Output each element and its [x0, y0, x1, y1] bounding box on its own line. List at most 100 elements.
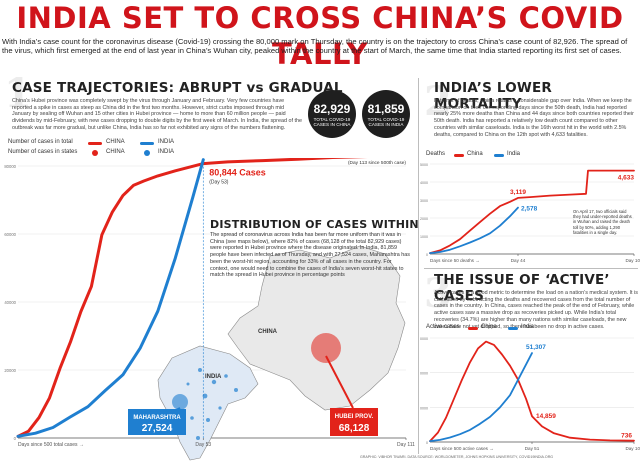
section-title-3: THE ISSUE OF ‘ACTIVE’ CASES	[434, 272, 610, 304]
y-tick-label: 5000	[420, 163, 428, 167]
india-total-pill: 81,859 TOTAL COVID-19 CASES IN INDIA	[362, 90, 410, 138]
distribution-body: The spread of coronavirus across India h…	[210, 232, 410, 279]
data-label-china-final: 736	[621, 433, 632, 440]
y-tick-label: 0	[426, 253, 428, 257]
state-dot	[206, 418, 210, 422]
legend-active-india: India	[521, 324, 535, 330]
series-line-india	[429, 352, 533, 442]
hubei-callout-name: HUBEI PROV.	[335, 414, 374, 420]
legend-deaths-china-swatch	[454, 154, 464, 157]
y-tick-label: 40000	[4, 300, 16, 305]
state-dot	[218, 406, 222, 410]
headline: INDIA SET TO CROSS CHINA’S COVID TALLY	[16, 1, 624, 71]
maharashtra-callout-name: MAHARASHTRA	[133, 415, 181, 421]
section-title: CASE TRAJECTORIES: ABRUPT vs GRADUAL	[12, 80, 343, 96]
y-tick-label: 60000	[4, 232, 16, 237]
active-cases-chart: 0 20000 40000 60000 Days since 500 active c…	[420, 337, 640, 451]
series-line-china	[429, 169, 635, 254]
x-tick-label: Day 111	[397, 442, 415, 448]
china-map	[227, 245, 406, 411]
hubei-callout-value: 68,128	[339, 423, 370, 434]
legend-deaths-china: China	[467, 151, 483, 157]
x-tick-label: Day 44	[511, 258, 526, 263]
series-line-india	[429, 206, 519, 254]
series-line-india	[16, 158, 205, 438]
y-tick-label: 3000	[420, 199, 428, 203]
x-tick-label: Day 102	[625, 446, 640, 451]
data-label-india-day51: 51,307	[526, 344, 546, 351]
y-tick-label: 40000	[420, 372, 428, 376]
china-total-value: 82,929	[313, 102, 351, 116]
legend-deaths-india-swatch	[494, 154, 504, 157]
data-label-china-day51: 14,859	[536, 413, 556, 420]
section-title-2: INDIA’S LOWER MORTALITY	[434, 80, 553, 112]
legend-deaths-india: India	[507, 151, 521, 157]
state-dot	[202, 393, 208, 399]
annotation-china-final-day: (Day 113 since 500th case)	[348, 160, 406, 166]
y-tick-label: 20000	[420, 406, 428, 410]
column-divider	[418, 78, 419, 454]
map-label-china: CHINA	[258, 329, 278, 335]
china-total-caption: TOTAL COVID-19 CASES IN CHINA	[313, 117, 351, 128]
hubei-bubble	[311, 333, 341, 363]
legend-india-label: INDIA	[158, 139, 175, 145]
china-total-pill: 82,929 TOTAL COVID-19 CASES IN CHINA	[308, 90, 356, 138]
data-label-india-day44: 2,578	[521, 206, 538, 213]
y-tick-label: 2000	[420, 217, 428, 221]
state-dot	[198, 368, 202, 372]
y-tick-label: 80000	[4, 164, 16, 169]
legend-active-china: China	[481, 324, 497, 330]
standfirst: With India’s case count for the coronavi…	[2, 37, 628, 56]
y-tick-label: 0	[426, 441, 428, 445]
y-tick-label: 60000	[420, 337, 428, 341]
y-tick-label: 4000	[420, 181, 428, 185]
y-tick-label: 1000	[420, 235, 428, 239]
legend-states: Number of cases in states	[8, 149, 77, 155]
legend-active: Active cases	[426, 324, 460, 330]
legend-india-label-2: INDIA	[158, 149, 175, 155]
data-label-china-final: 4,633	[618, 175, 635, 182]
series-line-china	[16, 158, 368, 438]
india-total-caption: TOTAL COVID-19 CASES IN INDIA	[367, 117, 405, 128]
section-number: 1	[4, 70, 32, 117]
section-number-2: 2	[424, 78, 452, 125]
deaths-chart: 0 1000 2000 3000 4000 5000 Days since 50 deat…	[420, 163, 640, 263]
legend-deaths: Deaths	[426, 151, 445, 157]
legend-active-title: Active cases	[426, 324, 460, 330]
x-tick-label: Day 51	[525, 446, 540, 451]
section-body: China’s Hubei province was completely sw…	[12, 98, 302, 131]
x-axis-label: Days since 50 deaths →	[430, 258, 480, 263]
maharashtra-callout	[128, 409, 186, 435]
credits: GRAPHIC: VIBHOR TIWARI. DATA SOURCE: WOR…	[360, 455, 554, 459]
legend-total: Number of cases in total	[8, 139, 73, 145]
state-dot	[190, 416, 194, 420]
state-dot	[211, 379, 217, 385]
hubei-callout	[330, 408, 378, 436]
main-trajectory-chart: 0 20000 40000 60000 80000 CHINA INDIA Days s…	[4, 158, 415, 461]
legend-china-label-2: CHINA	[106, 149, 125, 155]
legend-china-dot	[92, 150, 98, 156]
series-line-china	[429, 340, 635, 442]
section-body-3: Active cases is a good metric to determi…	[434, 290, 638, 330]
legend-states-label: Number of cases in states	[8, 149, 78, 155]
y-tick-label: 0	[14, 436, 17, 441]
section-body-2: In terms of deaths, China retains a cons…	[434, 98, 634, 138]
legend-total-label: Number of cases in total	[8, 139, 73, 145]
annotation-china-day53-value: 80,844 Cases	[209, 168, 266, 178]
data-label-china-day44: 3,119	[510, 189, 526, 196]
legend-india-swatch	[140, 142, 154, 145]
x-tick-label: Day 53	[195, 442, 211, 448]
state-dot	[196, 436, 200, 440]
distribution-title: DISTRIBUTION OF CASES WITHIN	[210, 218, 419, 231]
annotation-china-day53-day: (Day 53)	[209, 180, 229, 186]
x-axis-label: Days since 500 active cases →	[430, 446, 494, 451]
state-dot	[234, 388, 238, 392]
india-total-value: 81,859	[367, 102, 405, 116]
map-label-india: INDIA	[205, 374, 222, 380]
legend-china-label: CHINA	[106, 139, 125, 145]
legend-deaths-title: Deaths	[426, 151, 446, 157]
annotation-india-day: (Day 53)	[205, 158, 225, 159]
section-number-3: 3	[424, 270, 452, 317]
maharashtra-bubble	[172, 394, 188, 410]
legend-active-china-swatch	[468, 327, 478, 330]
